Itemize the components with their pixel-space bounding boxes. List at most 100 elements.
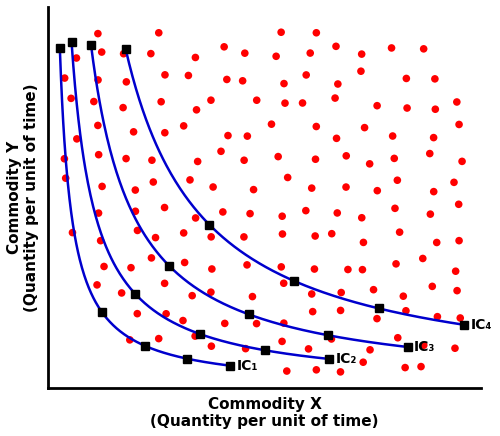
Point bbox=[180, 259, 188, 266]
Point bbox=[306, 50, 314, 57]
Point bbox=[160, 280, 168, 287]
Point bbox=[373, 315, 381, 322]
Point bbox=[432, 106, 440, 113]
Point bbox=[358, 266, 366, 273]
Point bbox=[152, 234, 160, 241]
Point bbox=[132, 187, 140, 194]
Point bbox=[366, 160, 374, 167]
Point bbox=[396, 228, 404, 235]
Point bbox=[280, 320, 288, 327]
Point bbox=[388, 133, 396, 140]
Point bbox=[241, 50, 249, 57]
Point bbox=[304, 345, 312, 352]
Point bbox=[278, 231, 286, 238]
Point bbox=[456, 314, 464, 321]
Point bbox=[72, 54, 80, 61]
Point bbox=[308, 290, 316, 297]
Point bbox=[334, 209, 342, 216]
Point bbox=[274, 153, 282, 160]
Point bbox=[432, 239, 440, 246]
Text: IC₂: IC₂ bbox=[336, 352, 357, 366]
Point bbox=[359, 359, 367, 366]
Point bbox=[370, 286, 378, 293]
Point bbox=[426, 211, 434, 218]
Point bbox=[312, 29, 320, 36]
Point bbox=[394, 177, 402, 184]
Point bbox=[155, 29, 163, 36]
Point bbox=[336, 368, 344, 375]
Point bbox=[391, 205, 399, 212]
Point bbox=[298, 99, 306, 106]
Point bbox=[453, 99, 461, 106]
Point bbox=[243, 262, 251, 269]
Point bbox=[388, 44, 396, 51]
Point bbox=[67, 95, 75, 102]
Point bbox=[310, 266, 318, 272]
Point bbox=[94, 76, 102, 83]
Point bbox=[90, 98, 98, 105]
Point bbox=[430, 134, 438, 141]
Point bbox=[162, 310, 170, 317]
Point bbox=[430, 188, 438, 195]
Point bbox=[126, 336, 134, 343]
Point bbox=[328, 335, 336, 342]
Point bbox=[94, 122, 102, 129]
Point bbox=[252, 320, 260, 327]
Point bbox=[62, 175, 70, 182]
Point bbox=[94, 30, 102, 37]
Point bbox=[98, 48, 106, 55]
Point bbox=[248, 293, 256, 300]
Point bbox=[428, 283, 436, 290]
Point bbox=[250, 186, 258, 193]
Y-axis label: Commodity Y
(Quantity per unit of time): Commodity Y (Quantity per unit of time) bbox=[7, 83, 40, 312]
Point bbox=[360, 239, 368, 246]
Point bbox=[357, 68, 365, 75]
Point bbox=[60, 75, 68, 82]
Point bbox=[452, 268, 460, 275]
X-axis label: Commodity X
(Quantity per unit of time): Commodity X (Quantity per unit of time) bbox=[150, 397, 378, 429]
Point bbox=[455, 237, 463, 244]
Point bbox=[434, 313, 442, 320]
Point bbox=[120, 50, 128, 57]
Point bbox=[278, 263, 285, 270]
Point bbox=[244, 133, 252, 140]
Point bbox=[401, 364, 409, 371]
Point bbox=[302, 207, 310, 214]
Point bbox=[98, 183, 106, 190]
Point bbox=[224, 132, 232, 139]
Point bbox=[207, 97, 215, 104]
Point bbox=[455, 121, 463, 128]
Point bbox=[208, 343, 216, 350]
Point bbox=[268, 121, 276, 128]
Point bbox=[302, 72, 310, 78]
Point bbox=[96, 237, 104, 244]
Point bbox=[402, 307, 410, 314]
Point bbox=[134, 310, 141, 317]
Point bbox=[392, 260, 400, 267]
Point bbox=[280, 80, 288, 87]
Point bbox=[127, 264, 135, 271]
Point bbox=[283, 368, 291, 375]
Point bbox=[180, 229, 188, 236]
Point bbox=[344, 266, 352, 273]
Point bbox=[312, 156, 320, 163]
Point bbox=[130, 128, 138, 135]
Point bbox=[94, 210, 102, 217]
Point bbox=[311, 232, 319, 239]
Point bbox=[308, 184, 316, 191]
Point bbox=[281, 100, 289, 107]
Point bbox=[186, 177, 194, 184]
Point bbox=[192, 215, 200, 221]
Point bbox=[336, 307, 344, 314]
Point bbox=[134, 227, 141, 234]
Point bbox=[150, 178, 158, 185]
Point bbox=[68, 229, 76, 236]
Point bbox=[453, 287, 461, 294]
Text: IC₄: IC₄ bbox=[470, 318, 492, 332]
Point bbox=[60, 155, 68, 162]
Point bbox=[180, 123, 188, 129]
Point bbox=[360, 124, 368, 131]
Point bbox=[400, 293, 407, 300]
Point bbox=[426, 150, 434, 157]
Point bbox=[332, 43, 340, 50]
